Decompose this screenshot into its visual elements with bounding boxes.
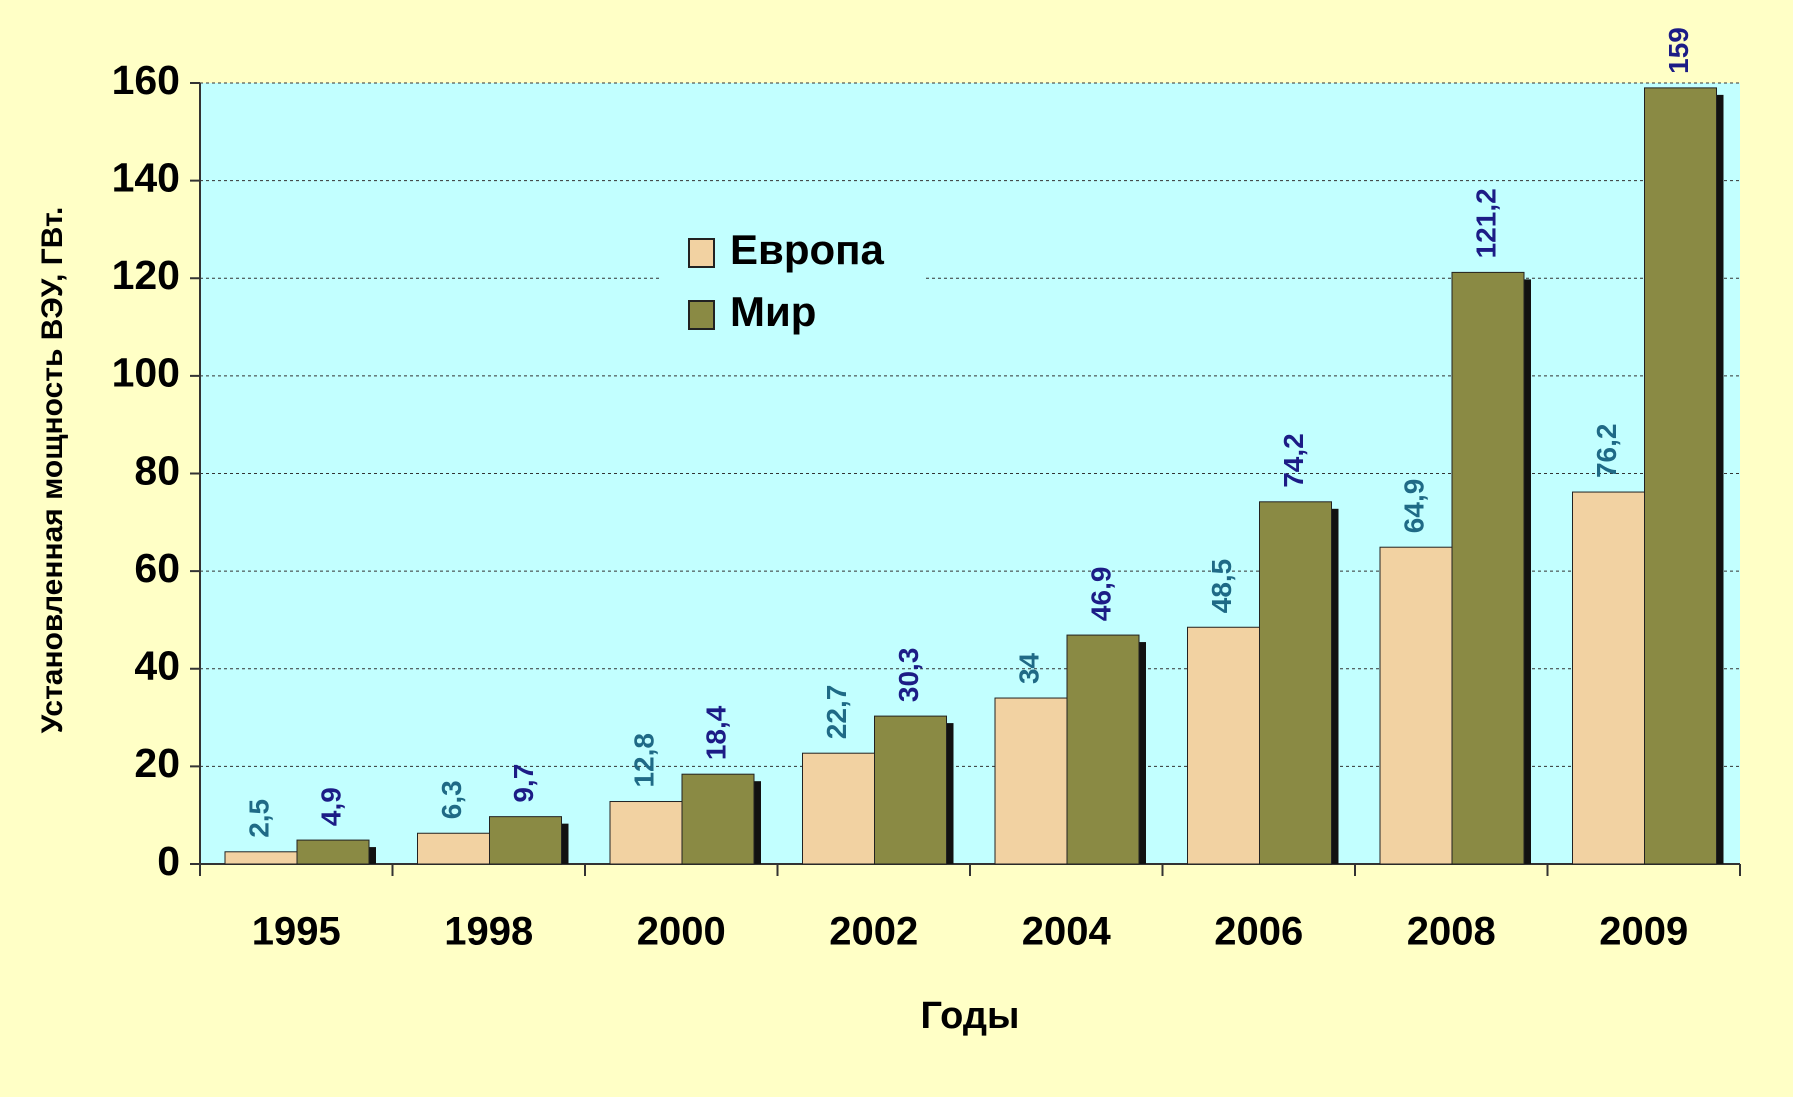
x-tick-label: 2002 [829,910,918,954]
bar [224,851,298,865]
bar [1066,634,1140,865]
bar [874,715,947,865]
bar [802,752,875,865]
legend-swatch [688,238,715,268]
y-tick-label: 80 [134,447,180,493]
data-label: 30,3 [893,648,924,703]
data-label: 34 [1013,652,1044,684]
y-tick-label: 160 [112,57,180,103]
x-tick-label: 2004 [1022,910,1112,954]
y-tick-label: 140 [112,154,180,200]
bar [1451,271,1525,865]
legend-label: Мир [730,288,816,335]
data-label: 18,4 [700,705,731,760]
y-tick-label: 120 [112,252,180,298]
bar [417,832,490,865]
x-tick-label: 2006 [1214,910,1303,954]
y-axis-title: Установленная мощность ВЭУ, ГВт. [36,207,69,734]
bar [1644,87,1717,865]
bar [1572,491,1645,865]
x-axis-title: Годы [921,995,1020,1037]
x-tick-label: 2000 [637,910,726,954]
bar [489,816,562,865]
bar [681,773,755,865]
legend-label: Европа [730,226,885,273]
y-tick-label: 0 [157,838,180,884]
data-label: 12,8 [628,733,659,788]
data-label: 22,7 [821,685,852,740]
data-label: 121,2 [1470,188,1501,258]
data-label: 2,5 [243,799,274,838]
y-tick-label: 40 [134,643,180,689]
data-label: 4,9 [315,787,346,826]
y-tick-label: 100 [112,350,180,396]
data-label: 46,9 [1085,567,1116,622]
y-tick-label: 60 [134,545,180,591]
x-tick-label: 2008 [1407,910,1496,954]
data-label: 64,9 [1398,479,1429,534]
legend-swatch [688,300,715,330]
bar [1379,546,1453,865]
data-label: 76,2 [1591,424,1622,479]
data-label: 74,2 [1278,433,1309,488]
data-label: 9,7 [508,764,539,803]
x-tick-label: 2009 [1599,910,1688,954]
data-label: 159 [1663,27,1694,74]
data-label: 48,5 [1206,559,1237,614]
bar [296,839,370,865]
y-tick-label: 20 [134,740,180,786]
bar [1187,626,1260,865]
x-tick-label: 1998 [444,910,533,954]
bar [609,801,683,865]
data-label: 6,3 [436,780,467,819]
bar [1259,501,1332,865]
bar [994,697,1068,865]
x-tick-label: 1995 [252,910,341,954]
